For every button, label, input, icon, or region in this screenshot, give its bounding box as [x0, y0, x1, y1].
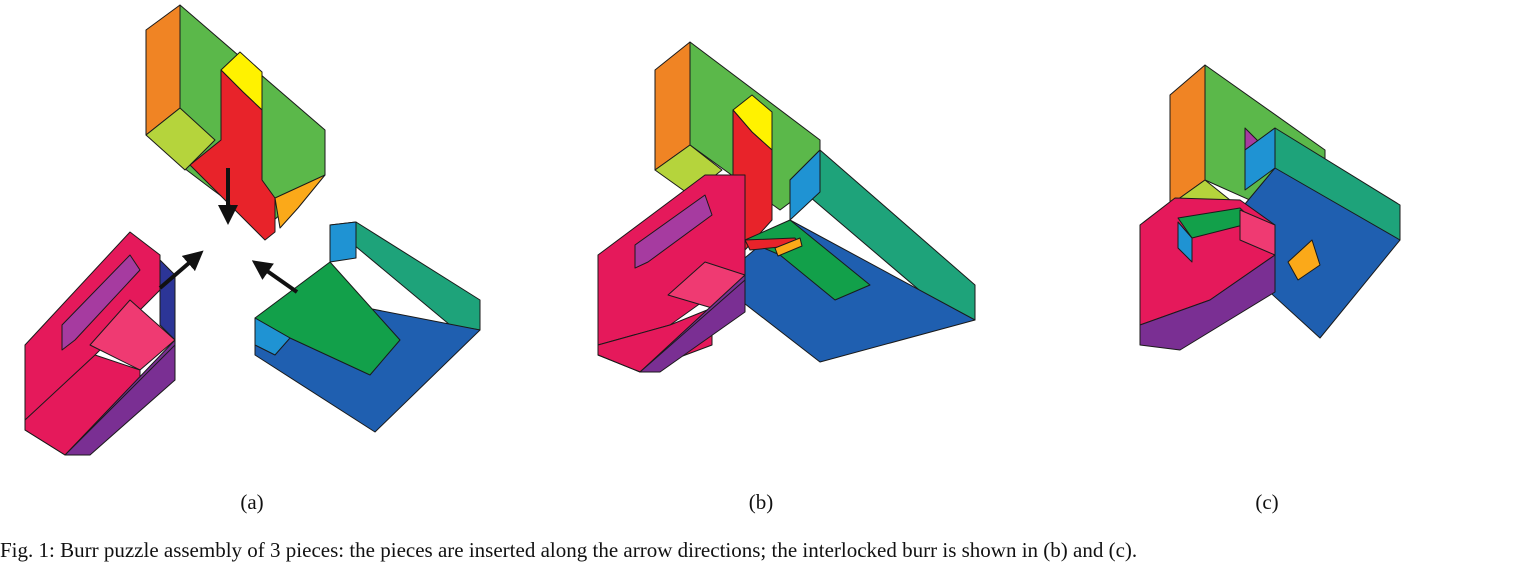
- panel-c-illustration: [1139, 64, 1401, 351]
- piece-crimson: [597, 174, 746, 373]
- blue-piece-side: [329, 221, 357, 263]
- crimson-piece-base: [64, 344, 176, 456]
- figure-illustration: [24, 4, 1401, 456]
- panel-b-illustration: [597, 41, 976, 373]
- crimson-piece-slot: [634, 194, 713, 269]
- piece-green: [145, 4, 326, 241]
- piece-blue: [254, 221, 481, 433]
- subfigure-label-b: (b): [748, 490, 774, 514]
- panel-a-illustration: [24, 4, 481, 456]
- green-piece-base: [145, 107, 216, 171]
- arrow-up-right-icon: [158, 250, 204, 290]
- figure-caption: Fig. 1: Burr puzzle assembly of 3 pieces…: [0, 538, 1138, 562]
- piece-blue: [739, 149, 976, 363]
- crimson-piece-bottom: [1139, 254, 1276, 351]
- subfigure-label-c: (c): [1255, 490, 1279, 514]
- crimson-piece-inner: [1177, 221, 1193, 263]
- green-piece-end: [274, 174, 326, 229]
- arrow-up-left-icon: [251, 260, 299, 294]
- crimson-piece-base: [639, 279, 746, 373]
- blue-piece-side: [789, 149, 821, 221]
- blue-piece-corner: [1287, 239, 1321, 281]
- crimson-piece-slot: [61, 254, 141, 351]
- green-piece-slot: [189, 69, 276, 241]
- piece-crimson: [1139, 197, 1276, 351]
- amber-insert: [774, 237, 803, 257]
- blue-piece-corner: [254, 317, 291, 356]
- piece-crimson: [24, 231, 176, 456]
- piece-blue: [1239, 127, 1401, 339]
- subfigure-label-a: (a): [240, 490, 264, 514]
